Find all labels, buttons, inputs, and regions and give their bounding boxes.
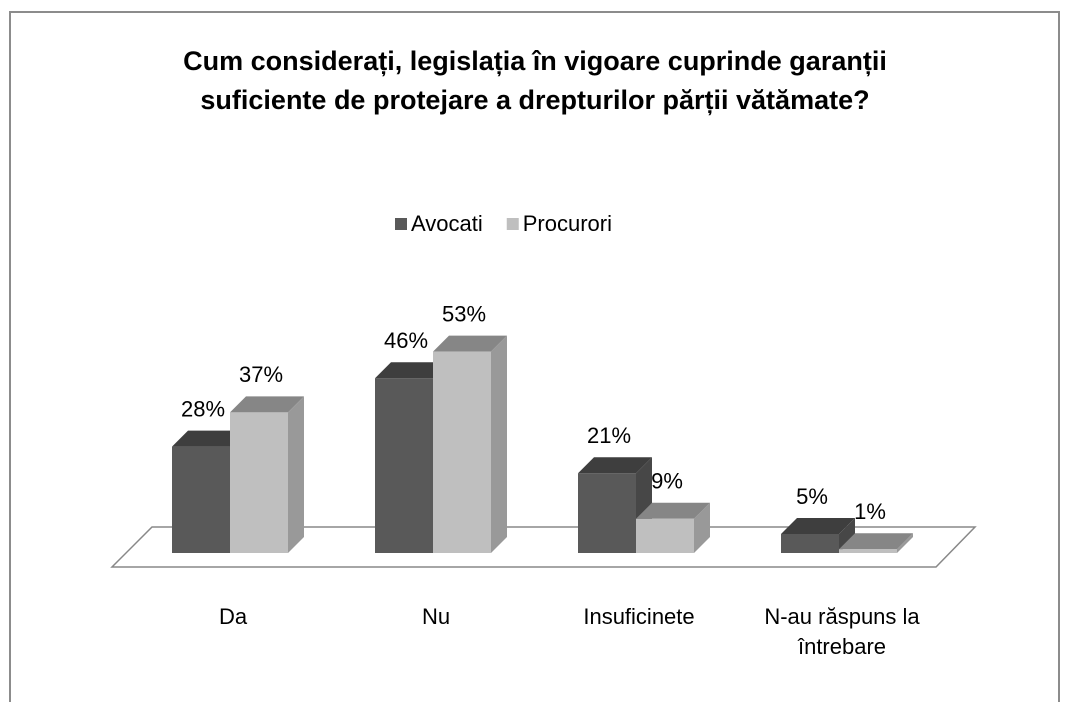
bar xyxy=(433,335,507,553)
bar-top xyxy=(433,335,507,352)
bar-side xyxy=(897,533,913,553)
bar-front xyxy=(433,351,491,553)
bar xyxy=(230,396,304,553)
bar-side xyxy=(491,335,507,553)
bar-front xyxy=(781,534,839,553)
legend-label: Procurori xyxy=(523,211,612,236)
chart-border xyxy=(9,11,1060,702)
bar-top xyxy=(636,502,710,519)
value-label: 1% xyxy=(854,499,886,524)
bar-top xyxy=(230,396,304,413)
bar-front xyxy=(578,473,636,553)
x-tick-label: Nu xyxy=(421,604,451,629)
bar-front xyxy=(230,412,288,553)
bar-top xyxy=(839,533,913,550)
bar-side xyxy=(288,396,304,553)
bar-front xyxy=(839,549,897,553)
x-tick-label: Da xyxy=(218,604,248,629)
chart-title: Cum considerați, legislația în vigoare c… xyxy=(183,46,887,115)
bar xyxy=(781,518,855,553)
x-tick-label: N-au răspuns la întrebare xyxy=(764,604,920,659)
bar xyxy=(839,533,913,553)
value-label: 37% xyxy=(239,362,283,387)
legend-label: Avocati xyxy=(411,211,483,236)
bar-front xyxy=(172,446,230,553)
bar-side xyxy=(694,502,710,553)
bar-top xyxy=(375,362,449,379)
legend-swatch xyxy=(506,218,519,230)
bar-top xyxy=(781,518,855,534)
bar xyxy=(578,457,652,553)
value-label: 46% xyxy=(384,328,428,353)
value-label: 9% xyxy=(651,469,683,494)
bar-front xyxy=(375,378,433,553)
value-label: 21% xyxy=(587,423,631,448)
x-tick-label: Insuficinete xyxy=(583,604,695,629)
bar-front xyxy=(636,518,694,553)
bar-top xyxy=(172,430,246,447)
value-label: 28% xyxy=(181,396,225,421)
floor xyxy=(110,526,977,568)
legend-swatch xyxy=(395,218,407,230)
value-label: 5% xyxy=(796,484,828,509)
bar-side xyxy=(839,518,855,553)
bar-top xyxy=(578,457,652,474)
value-label: 53% xyxy=(442,301,486,326)
bar xyxy=(636,502,710,553)
